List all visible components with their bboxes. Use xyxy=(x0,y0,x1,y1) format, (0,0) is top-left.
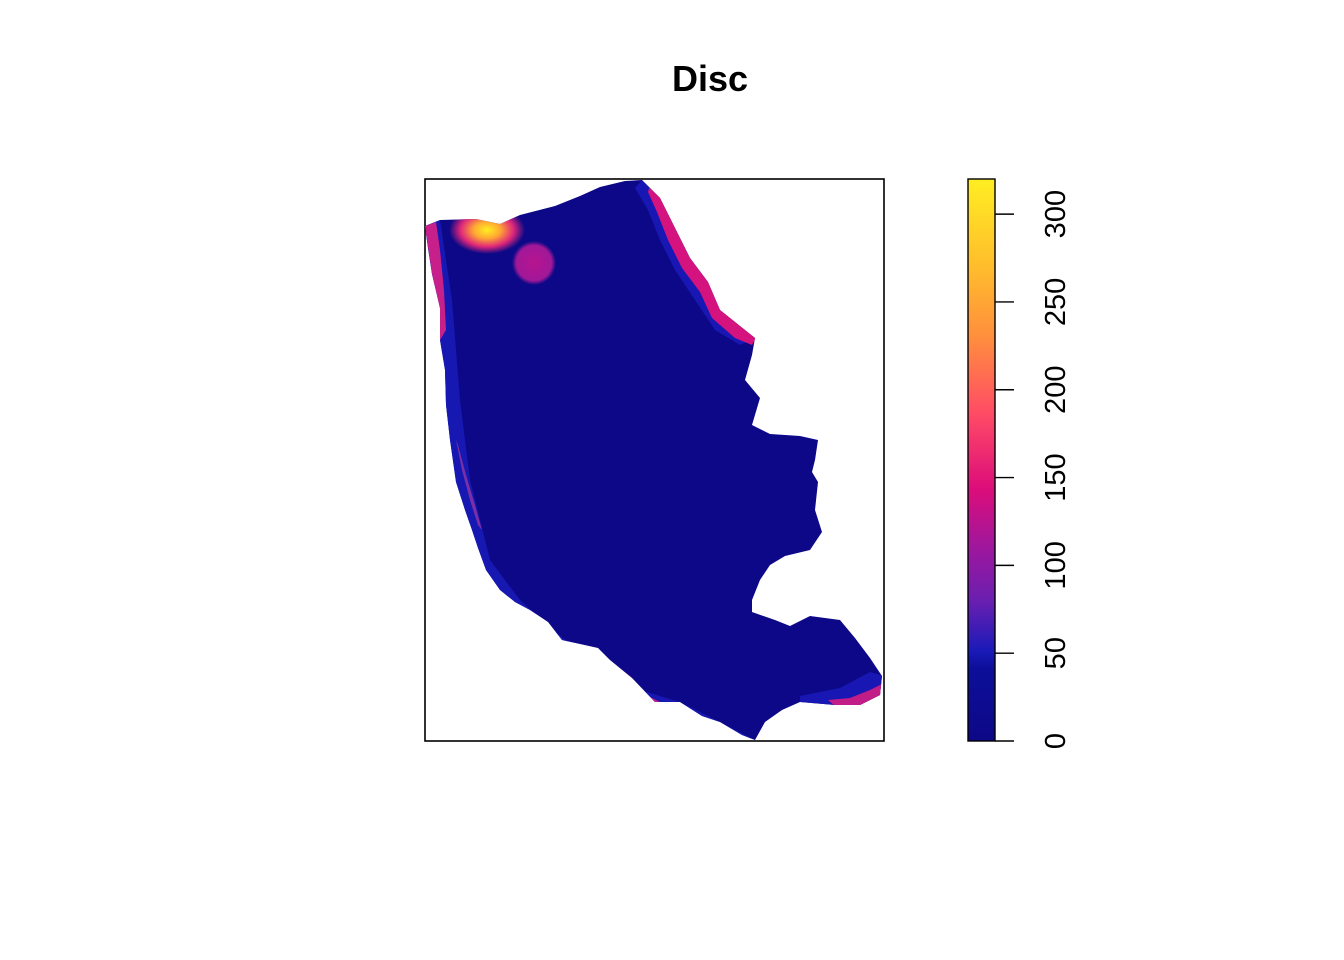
edge-purple-west xyxy=(456,440,482,530)
colorbar-tick-label: 100 xyxy=(1040,541,1072,589)
colorbar-tick-label: 50 xyxy=(1040,637,1072,669)
edge-magenta-northwest xyxy=(425,222,446,340)
edge-magenta-northeast xyxy=(648,185,756,345)
colorbar-tick-label: 200 xyxy=(1040,366,1072,414)
colorbar-bar xyxy=(967,178,996,742)
colorbar-tick-label: 300 xyxy=(1040,190,1072,238)
colorbar-ticks: 0 50 100 150 200 250 300 xyxy=(995,190,1072,749)
hotspot-circle xyxy=(512,241,556,285)
colorbar-tick-label: 250 xyxy=(1040,278,1072,326)
colorbar-tick-label: 0 xyxy=(1040,733,1072,749)
colorbar-tick-label: 150 xyxy=(1040,453,1072,501)
page-title: Disc xyxy=(671,58,749,99)
colorbar: 0 50 100 150 200 250 300 xyxy=(967,178,1072,749)
